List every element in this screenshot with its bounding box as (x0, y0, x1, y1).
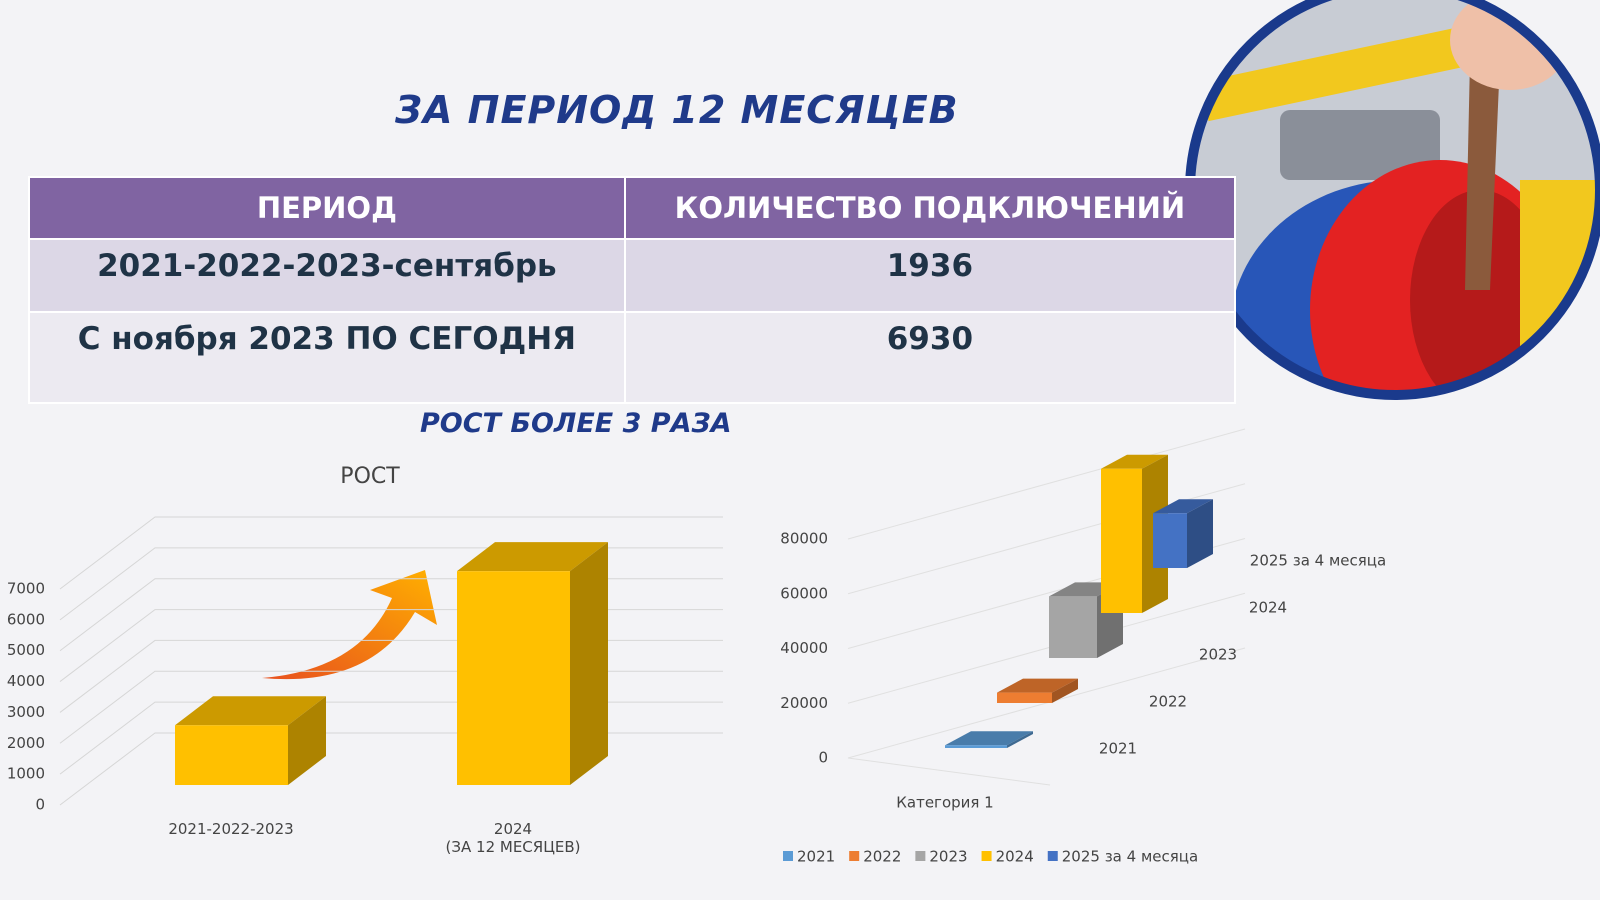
grid-line (59, 701, 723, 775)
y-tick-label: 4000 (7, 672, 45, 690)
bar-top (1101, 454, 1168, 469)
bar (457, 571, 570, 785)
series-label: 2021 (1099, 740, 1137, 758)
bar-side (1052, 678, 1078, 703)
header-cell: КОЛИЧЕСТВО ПОДКЛЮЧЕНИЙ (623, 176, 1237, 240)
bar-side (288, 696, 326, 785)
y-tick-label: 2000 (7, 734, 45, 752)
y-tick-label: 1000 (7, 765, 45, 783)
bar (945, 745, 1007, 748)
grid-line (847, 592, 1246, 704)
series-label: 2024 (1249, 599, 1287, 617)
y-tick-label: 3000 (7, 703, 45, 721)
cell: 1936 (623, 238, 1237, 313)
bar (175, 725, 288, 785)
legend-swatch (915, 851, 926, 861)
bar-side (570, 542, 608, 785)
chart-title: РОСТ (340, 464, 400, 489)
bar-top (945, 731, 1033, 746)
arrow (262, 570, 437, 680)
cell: 6930 (623, 311, 1237, 404)
bar-side (1187, 499, 1213, 568)
y-tick-label: 5000 (7, 641, 45, 659)
bar-top (457, 542, 608, 572)
y-tick-label: 40000 (780, 639, 828, 657)
legend-label: 2023 (929, 848, 967, 866)
bar-top (997, 678, 1078, 693)
grid-line (59, 516, 723, 590)
legend-swatch (981, 851, 992, 861)
table: ПЕРИОД КОЛИЧЕСТВО ПОДКЛЮЧЕНИЙ 2021-2022-2… (28, 176, 1237, 404)
legend-swatch (783, 851, 793, 861)
x-tick-label: 2024 (ЗА 12 МЕСЯЦЕВ) (445, 820, 581, 856)
bar (1049, 596, 1097, 658)
legend-swatch (1047, 851, 1058, 861)
legend-swatch (849, 851, 860, 861)
grid-line (59, 732, 723, 806)
series-label: 2022 (1149, 693, 1187, 711)
series-label: 2023 (1199, 646, 1237, 664)
cell: 2021-2022-2023-сентябрь (28, 238, 626, 313)
y-tick-label: 7000 (7, 580, 45, 598)
series-label: 2025 за 4 месяца (1250, 552, 1386, 570)
y-tick-label: 80000 (780, 530, 828, 548)
y-tick-label: 0 (818, 749, 828, 767)
bar (1101, 468, 1142, 613)
photo (1190, 0, 1600, 395)
axis-floor (847, 757, 1051, 786)
subtitle: РОСТ БОЛЕЕ 3 РАЗА (420, 408, 732, 439)
y-tick-label: 20000 (780, 694, 828, 712)
bar-top (1153, 499, 1213, 514)
bar (997, 692, 1052, 703)
bar (1153, 513, 1187, 568)
title: ЗА ПЕРИОД 12 МЕСЯЦЕВ (395, 88, 959, 132)
y-tick-label: 0 (35, 796, 45, 814)
legend-label: 2025 за 4 месяца (1062, 848, 1198, 866)
grid-line (59, 670, 723, 744)
bar-top (175, 696, 326, 726)
legend-label: 2021 (797, 848, 835, 866)
x-tick-label: 2021-2022-2023 (168, 820, 294, 838)
legend-label: 2024 (996, 848, 1034, 866)
cell: С ноября 2023 ПО СЕГОДНЯ (28, 311, 626, 404)
y-tick-label: 60000 (780, 584, 828, 602)
legend-label: 2022 (863, 848, 901, 866)
x-tick-label: Категория 1 (896, 794, 993, 812)
grid-line (847, 428, 1246, 540)
grid-line (59, 639, 723, 713)
bar-side (1007, 731, 1033, 748)
y-tick-label: 6000 (7, 610, 45, 628)
header-cell: ПЕРИОД (28, 176, 626, 240)
